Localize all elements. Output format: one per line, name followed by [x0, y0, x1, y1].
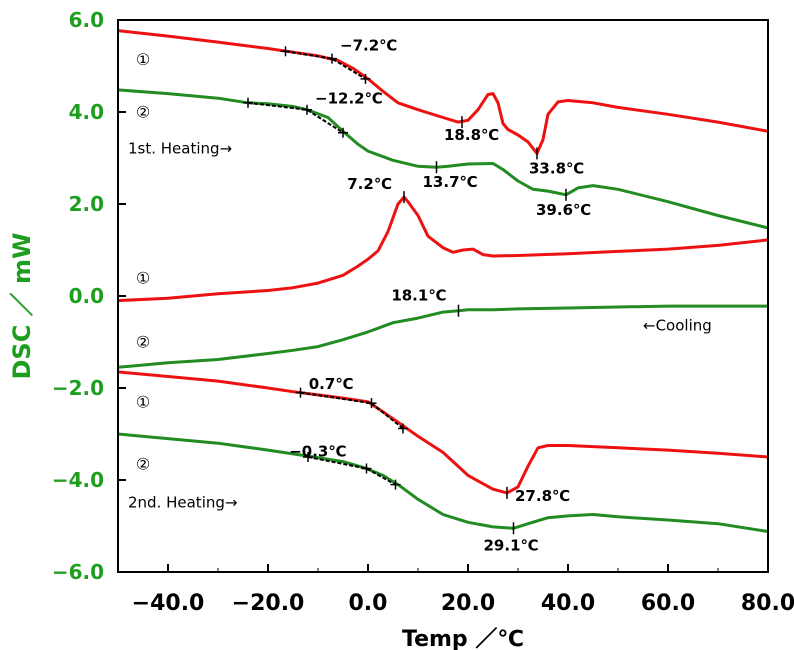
series-line-h2_s1	[117, 370, 769, 495]
x-tick-label: 80.0	[741, 591, 794, 616]
tick-mark-layer	[403, 116, 567, 535]
y-tick-label: 2.0	[69, 192, 104, 216]
tangent-line-2	[300, 391, 404, 430]
x-tick-label: 40.0	[541, 591, 595, 616]
y-tick-label: −6.0	[52, 560, 104, 584]
peak-label: 39.6℃	[536, 201, 591, 219]
axes-layer: 6.0 4.0 2.0 0.0 −2.0 −4.0 −6.0 −40.0 −20.0 0.0 20.…	[8, 8, 794, 650]
peak-label: 33.8℃	[529, 159, 584, 177]
tangent-marker-0-2	[360, 73, 371, 84]
x-tick-label: 60.0	[641, 591, 695, 616]
curve-number-label: ①	[136, 393, 150, 412]
peak-label: 0.7℃	[309, 375, 354, 393]
series-line-h2_s2	[117, 432, 769, 533]
curve-number-label: ②	[136, 455, 150, 474]
x-tick-label: −20.0	[232, 591, 305, 616]
x-tick-label: 20.0	[441, 591, 495, 616]
tangent-marker-1-2	[338, 127, 348, 138]
tangent-marker-2-0	[295, 387, 306, 398]
curve-number-label: ②	[136, 103, 150, 122]
tangent-marker-3-1	[361, 463, 372, 474]
tangent-marker-1-0	[243, 97, 253, 108]
x-tick-label: 0.0	[349, 591, 388, 616]
series-line-c_s2	[117, 304, 768, 369]
y-axis-title: DSC ／ mW	[8, 232, 36, 379]
label-layer: −7.2℃ −12.2℃ 18.8℃ 33.8℃ 13.7℃ 39.6℃ 7.2℃ 18.1℃…	[128, 37, 712, 555]
y-tick-label: 0.0	[69, 284, 104, 308]
peak-label: 7.2℃	[347, 175, 392, 193]
curve-layer	[117, 29, 769, 533]
peak-label: −0.3℃	[289, 443, 346, 461]
curve-number-label: ①	[136, 50, 150, 69]
y-tick-label: 6.0	[69, 8, 104, 32]
x-axis-title: Temp ／℃	[402, 627, 524, 650]
series-line-h1_s2	[117, 88, 769, 230]
series-line-c_s1	[117, 195, 769, 303]
tangent-marker-2-1	[366, 398, 377, 409]
y-tick-label: −4.0	[52, 468, 104, 492]
curve-number-label: ①	[136, 268, 150, 287]
section-label: ←Cooling	[643, 317, 712, 335]
y-tick-label: −2.0	[52, 376, 104, 400]
section-label: 2nd. Heating→	[128, 494, 237, 512]
peak-label: 18.8℃	[444, 126, 499, 144]
x-tick-label: −40.0	[132, 591, 205, 616]
series-line-h1_s1	[117, 29, 769, 155]
tangent-line-1	[247, 101, 344, 134]
tangent-marker-0-1	[327, 53, 337, 64]
tangent-line-0	[285, 50, 367, 80]
peak-label: 29.1℃	[484, 536, 539, 554]
y-tick-label: 4.0	[69, 100, 104, 124]
peak-label: 27.8℃	[515, 487, 570, 505]
peak-label: 13.7℃	[423, 173, 478, 191]
tangent-marker-3-0	[303, 452, 313, 462]
section-label: 1st. Heating→	[128, 139, 232, 157]
tangent-marker-3-2	[390, 479, 401, 490]
tangent-marker-2-2	[398, 423, 408, 434]
tangent-line-3	[307, 456, 396, 486]
peak-label: −7.2℃	[340, 37, 397, 55]
curve-number-label: ②	[136, 333, 150, 352]
tangent-marker-1-1	[302, 104, 312, 115]
tangent-layer	[243, 46, 408, 490]
peak-label: 18.1℃	[391, 287, 446, 305]
peak-label: −12.2℃	[315, 90, 383, 108]
tangent-marker-0-0	[280, 46, 291, 57]
